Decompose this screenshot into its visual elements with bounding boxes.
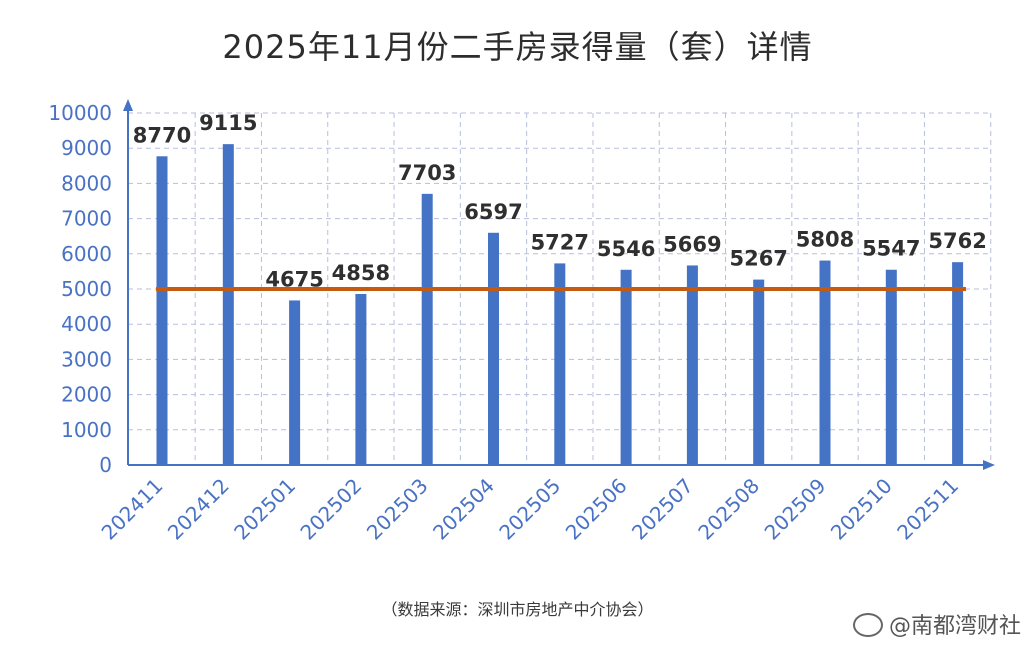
y-tick-label: 4000 (61, 312, 112, 336)
data-label: 6597 (464, 200, 522, 224)
bar (355, 293, 367, 465)
y-tick-label: 7000 (61, 207, 112, 231)
bar (289, 300, 301, 465)
x-tick-label: 202412 (163, 474, 234, 545)
x-tick-label: 202510 (826, 474, 897, 545)
bar (421, 193, 433, 465)
bar (620, 269, 632, 465)
data-label: 5808 (796, 228, 854, 252)
x-tick-label: 202504 (428, 474, 499, 545)
data-label: 4858 (332, 261, 390, 285)
bar (819, 260, 831, 465)
data-label: 8770 (133, 123, 191, 147)
y-tick-label: 8000 (61, 171, 112, 195)
x-tick-label: 202503 (362, 474, 433, 545)
bar (885, 269, 897, 465)
y-tick-label: 2000 (61, 383, 112, 407)
data-label: 5762 (928, 229, 986, 253)
x-tick-label: 202411 (97, 474, 168, 545)
y-tick-label: 0 (99, 453, 112, 477)
x-axis-arrow (983, 460, 995, 470)
y-tick-label: 3000 (61, 347, 112, 371)
y-tick-label: 10000 (48, 101, 112, 125)
x-tick-label: 202505 (494, 474, 565, 545)
x-tick-label: 202507 (627, 474, 698, 545)
data-label: 9115 (199, 111, 257, 135)
data-label: 5669 (663, 232, 721, 256)
weibo-icon (852, 613, 883, 637)
x-tick-label: 202511 (892, 474, 963, 545)
data-label: 5546 (597, 237, 655, 261)
y-tick-label: 5000 (61, 277, 112, 301)
bar (753, 279, 765, 465)
bar (222, 144, 234, 466)
chart-title: 2025年11月份二手房录得量（套）详情 (222, 28, 813, 66)
y-tick-label: 9000 (61, 136, 112, 160)
bar (554, 263, 566, 465)
bar (488, 232, 499, 465)
y-tick-label: 6000 (61, 242, 112, 266)
watermark-text: @南都湾财社 (888, 614, 1021, 639)
data-label: 5547 (862, 237, 920, 261)
x-tick-label: 202506 (561, 474, 632, 545)
x-tick-label: 202509 (760, 474, 831, 545)
x-tick-label: 202501 (229, 474, 300, 545)
watermark: @南都湾财社 (852, 608, 1021, 640)
y-axis-arrow (123, 99, 133, 111)
data-label: 5727 (531, 230, 589, 254)
bar-chart: 0 1000 2000 3000 4000 5000 6000 7000 8000 9000 100… (48, 99, 995, 545)
x-tick-label: 202502 (295, 474, 366, 545)
bar (156, 156, 168, 465)
x-tick-label: 202508 (693, 474, 764, 545)
bar (952, 262, 964, 465)
y-tick-label: 1000 (61, 418, 112, 442)
data-label: 5267 (729, 247, 787, 271)
bar (686, 265, 698, 465)
data-label: 7703 (398, 161, 456, 185)
source-note: （数据来源：深圳市房地产中介协会） (381, 600, 654, 619)
data-label: 4675 (265, 267, 323, 291)
